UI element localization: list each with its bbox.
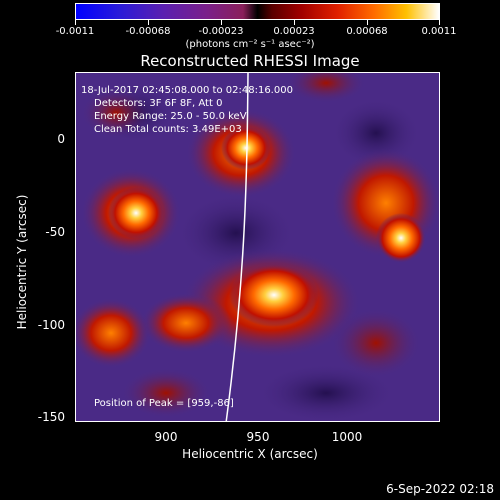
x-tick-label: 900 xyxy=(154,430,178,444)
colorbar-tick-label: -0.00068 xyxy=(125,26,171,37)
colorbar-tick-label: -0.0011 xyxy=(55,26,95,37)
solar-limb-line xyxy=(225,73,249,421)
colorbar-tick xyxy=(294,20,295,25)
colorbar-units: (photons cm⁻² s⁻¹ asec⁻²) xyxy=(185,39,315,50)
counts-label: Clean Total counts: 3.49E+03 xyxy=(94,124,242,135)
x-tick-label: 1000 xyxy=(331,430,363,444)
colorbar-tick xyxy=(439,20,440,25)
detectors-label: Detectors: 3F 6F 8F, Att 0 xyxy=(94,98,223,109)
emission-blob xyxy=(76,298,151,368)
colorbar-tick-label: 0.0011 xyxy=(421,26,457,37)
x-axis-label: Heliocentric X (arcsec) xyxy=(182,447,318,461)
emission-blob xyxy=(221,126,271,170)
plot-title: Reconstructed RHESSI Image xyxy=(140,52,360,70)
y-axis-label: Heliocentric Y (arcsec) xyxy=(15,194,29,330)
emission-blob xyxy=(141,293,231,353)
y-tick-label: -50 xyxy=(45,225,65,239)
emission-blob xyxy=(108,187,164,239)
emission-blob xyxy=(286,73,366,103)
colorbar xyxy=(75,3,440,20)
emission-blob xyxy=(376,213,426,263)
dark-region xyxy=(256,363,396,421)
y-tick-label: 0 xyxy=(57,132,65,146)
colorbar-tick xyxy=(75,20,76,25)
y-tick-label: -100 xyxy=(37,318,65,332)
image-canvas xyxy=(76,73,439,421)
colorbar-tick xyxy=(221,20,222,25)
footer-timestamp: 6-Sep-2022 02:18 xyxy=(386,482,494,496)
emission-blob xyxy=(121,368,211,418)
colorbar-tick-label: 0.00023 xyxy=(273,26,315,37)
colorbar-tick-label: 0.00068 xyxy=(346,26,388,37)
colorbar-tick xyxy=(367,20,368,25)
emission-blob xyxy=(81,88,151,138)
colorbar-tick-label: -0.00023 xyxy=(198,26,244,37)
rhessi-image: 18-Jul-2017 02:45:08.000 to 02:48:16.000… xyxy=(75,72,440,422)
time-range-label: 18-Jul-2017 02:45:08.000 to 02:48:16.000 xyxy=(81,85,293,96)
peak-position-label: Position of Peak = [959,-86] xyxy=(94,398,234,409)
peak-source xyxy=(229,263,319,327)
energy-range-label: Energy Range: 25.0 - 50.0 keV xyxy=(94,111,247,122)
y-tick-label: -150 xyxy=(37,410,65,424)
colorbar-tick xyxy=(148,20,149,25)
emission-blob xyxy=(331,308,421,378)
x-tick-label: 950 xyxy=(246,430,270,444)
